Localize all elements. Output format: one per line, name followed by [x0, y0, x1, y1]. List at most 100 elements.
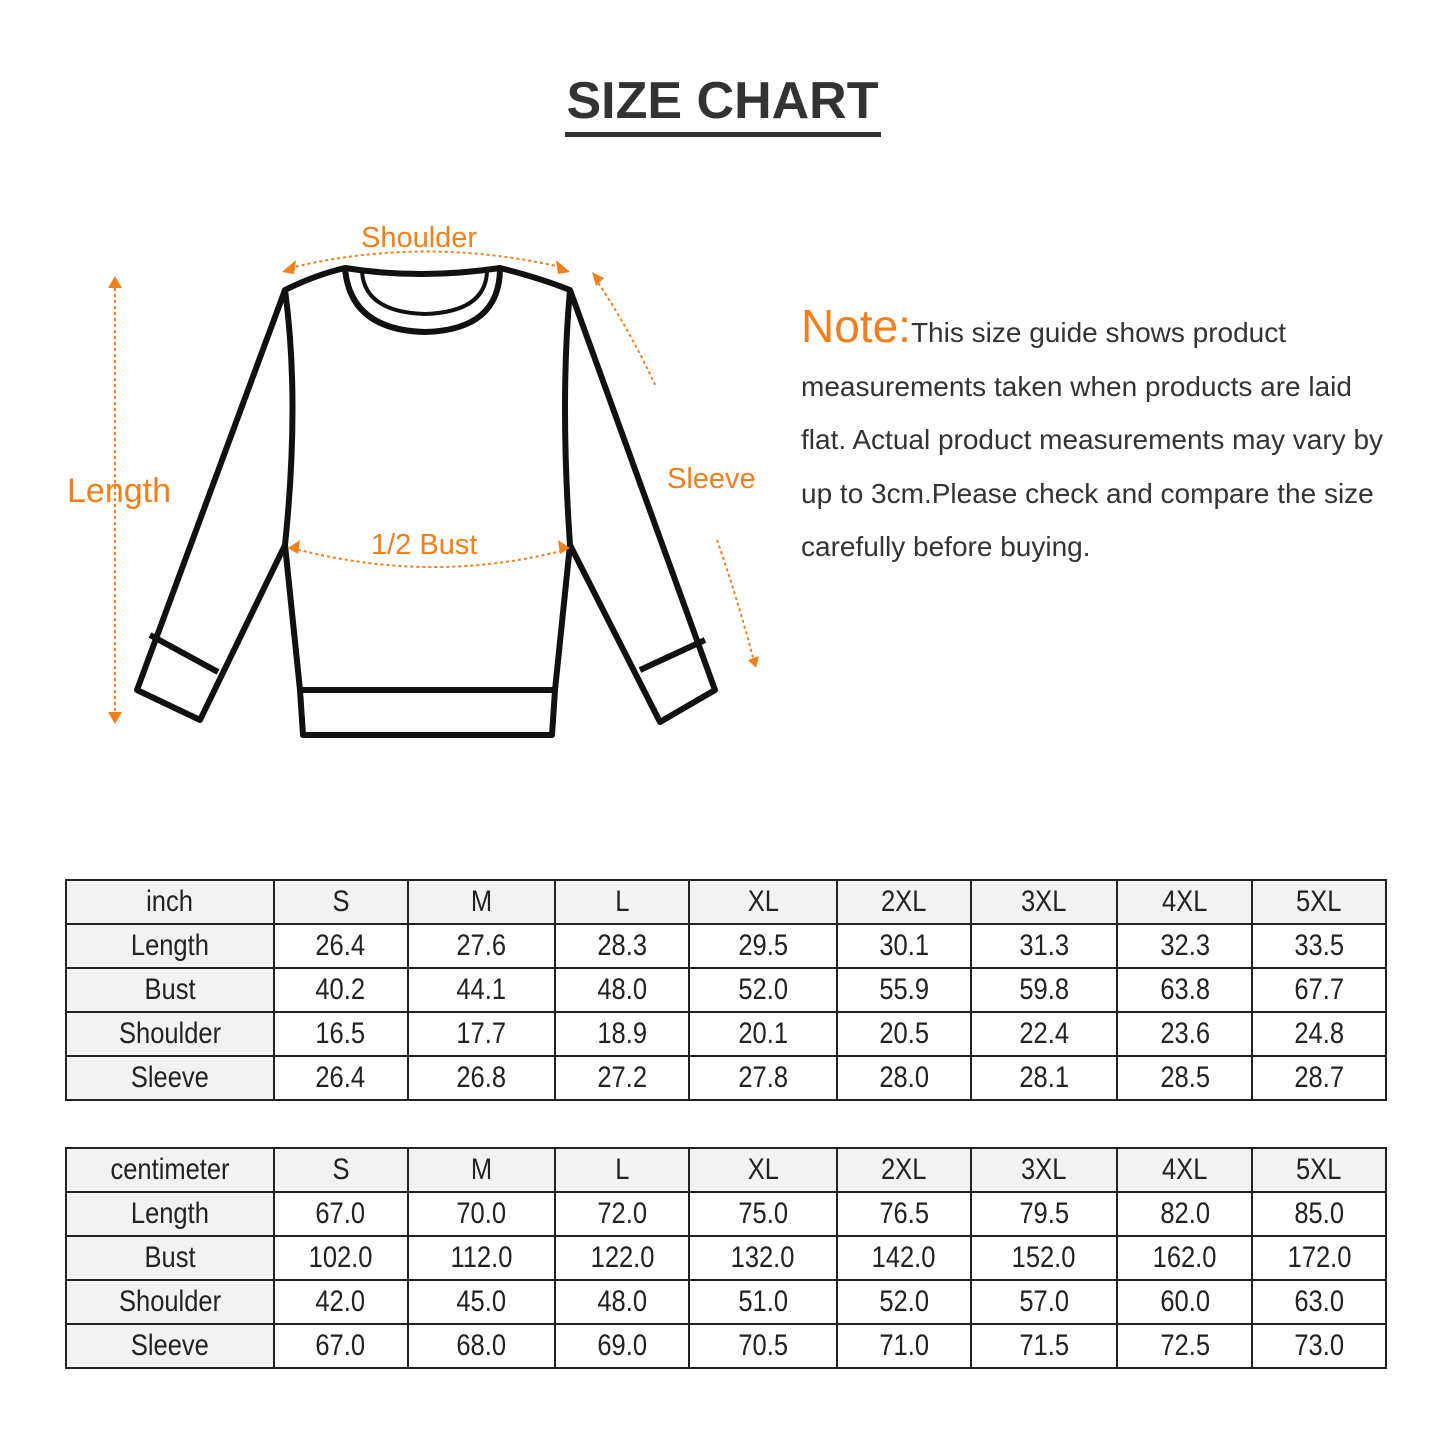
cell-text: 28.7	[1294, 1061, 1344, 1094]
table-cell: 70.0	[406, 1191, 557, 1237]
table-row: Shoulder 16.5 17.7 18.9 20.1 20.5 22.4 23.6 24.8	[65, 1011, 1387, 1057]
cell-text: 27.6	[456, 929, 507, 962]
cell-text: 72.5	[1159, 1329, 1210, 1362]
cell-text: 132.0	[731, 1241, 795, 1274]
table-cell: 27.6	[406, 923, 557, 969]
cell-text: 20.5	[878, 1017, 929, 1050]
table-cell: 57.0	[969, 1279, 1119, 1325]
row-label: Shoulder	[65, 1279, 275, 1325]
row-label: Sleeve	[65, 1055, 275, 1101]
cell-text: 73.0	[1294, 1329, 1344, 1362]
cell-text: 162.0	[1152, 1241, 1217, 1274]
cell-text: Bust	[144, 1241, 196, 1274]
table-cell: 30.1	[835, 923, 972, 969]
table-cell: 71.5	[969, 1323, 1119, 1369]
cell-text: 16.5	[315, 1017, 366, 1050]
table-cell: 112.0	[406, 1235, 557, 1281]
cell-text: 26.4	[315, 929, 366, 962]
cell-text: 28.5	[1159, 1061, 1210, 1094]
table-cell: 26.8	[406, 1055, 557, 1101]
row-label: Shoulder	[65, 1011, 275, 1057]
shoulder-label: Shoulder	[361, 222, 478, 254]
cell-text: 67.0	[315, 1197, 366, 1230]
table-cell: 26.4	[272, 1055, 409, 1101]
table-row: Length 67.0 70.0 72.0 75.0 76.5 79.5 82.0 85.0	[65, 1191, 1387, 1237]
table-cell: 31.3	[969, 923, 1119, 969]
table-cell: 28.7	[1251, 1055, 1387, 1101]
cell-text: XL	[747, 1153, 779, 1186]
cell-text: 31.3	[1019, 929, 1069, 962]
cell-text: S	[332, 1153, 350, 1186]
note-text: This size guide shows product measuremen…	[801, 317, 1384, 562]
cell-text: 22.4	[1019, 1017, 1069, 1050]
table-cell: 24.8	[1251, 1011, 1387, 1057]
cell-text: 17.7	[456, 1017, 507, 1050]
sleeve-label: Sleeve	[667, 463, 756, 495]
size-header: 4XL	[1116, 879, 1254, 925]
cell-text: 3XL	[1021, 885, 1067, 918]
cell-text: 63.8	[1159, 973, 1210, 1006]
table-cell: 27.2	[554, 1055, 691, 1101]
cell-text: 2XL	[881, 1153, 927, 1186]
cell-text: 60.0	[1159, 1285, 1210, 1318]
bust-label: 1/2 Bust	[371, 529, 478, 561]
table-cell: 52.0	[688, 967, 838, 1013]
size-header: XL	[688, 879, 838, 925]
row-label: Length	[65, 923, 275, 969]
cell-text: Length	[130, 929, 209, 962]
cell-text: XL	[747, 885, 779, 918]
size-header: 5XL	[1251, 879, 1387, 925]
note: Note:This size guide shows product measu…	[801, 300, 1401, 574]
table-cell: 42.0	[272, 1279, 409, 1325]
cell-text: Length	[130, 1197, 209, 1230]
table-cell: 73.0	[1251, 1323, 1387, 1369]
cell-text: 57.0	[1019, 1285, 1069, 1318]
cell-text: 72.0	[597, 1197, 648, 1230]
cell-text: 71.5	[1019, 1329, 1069, 1362]
table-cell: 102.0	[272, 1235, 409, 1281]
table-cell: 142.0	[835, 1235, 972, 1281]
size-header: 4XL	[1116, 1147, 1254, 1193]
unit-header: inch	[65, 879, 275, 925]
cell-text: 152.0	[1012, 1241, 1076, 1274]
table-cell: 17.7	[406, 1011, 557, 1057]
table-row: Bust 102.0 112.0 122.0 132.0 142.0 152.0 162.0 1…	[65, 1235, 1387, 1281]
cell-text: Shoulder	[118, 1285, 221, 1318]
table-cell: 28.5	[1116, 1055, 1254, 1101]
table-cell: 28.0	[835, 1055, 972, 1101]
size-header: 5XL	[1251, 1147, 1387, 1193]
table-row: Shoulder 42.0 45.0 48.0 51.0 52.0 57.0 60.0 63.0	[65, 1279, 1387, 1325]
cell-text: Shoulder	[118, 1017, 221, 1050]
table-header-row: inch S M L XL 2XL 3XL 4XL 5XL	[65, 879, 1387, 925]
cell-text: 29.5	[738, 929, 788, 962]
table-cell: 85.0	[1251, 1191, 1387, 1237]
cell-text: 122.0	[590, 1241, 655, 1274]
table-spacer	[65, 1109, 1387, 1147]
cell-text: 52.0	[738, 973, 788, 1006]
table-cell: 60.0	[1116, 1279, 1254, 1325]
cell-text: Sleeve	[130, 1329, 209, 1362]
table-cell: 40.2	[272, 967, 409, 1013]
size-header: 3XL	[969, 879, 1119, 925]
size-header: S	[272, 1147, 409, 1193]
page-title: SIZE CHART	[0, 70, 1445, 137]
table-cell: 67.0	[272, 1323, 409, 1369]
cell-text: Sleeve	[130, 1061, 209, 1094]
cell-text: 142.0	[871, 1241, 936, 1274]
table-row: Sleeve 67.0 68.0 69.0 70.5 71.0 71.5 72.5 73.0	[65, 1323, 1387, 1369]
cell-text: 28.3	[597, 929, 647, 962]
row-label: Bust	[65, 967, 275, 1013]
size-header: 3XL	[969, 1147, 1119, 1193]
sweater-outline-icon	[108, 250, 759, 738]
cell-text: 3XL	[1021, 1153, 1067, 1186]
table-cell: 26.4	[272, 923, 409, 969]
cell-text: inch	[146, 885, 194, 918]
cell-text: 32.3	[1159, 929, 1210, 962]
table-cell: 16.5	[272, 1011, 409, 1057]
cell-text: 5XL	[1296, 885, 1342, 918]
table-cell: 59.8	[969, 967, 1119, 1013]
cell-text: 24.8	[1294, 1017, 1344, 1050]
cell-text: 5XL	[1296, 1153, 1342, 1186]
table-cell: 69.0	[554, 1323, 691, 1369]
table-cell: 20.5	[835, 1011, 972, 1057]
